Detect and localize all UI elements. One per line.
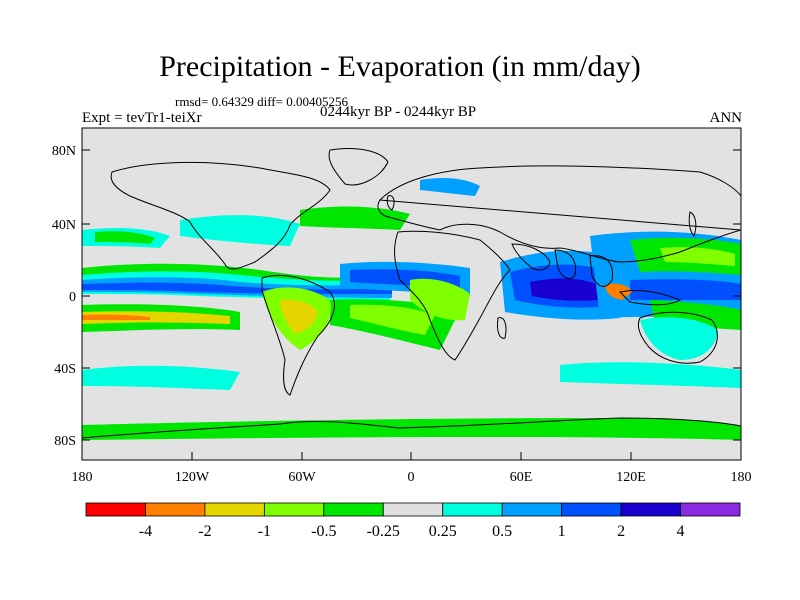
colorbar-label: 0.5 xyxy=(492,523,512,540)
lon-label: 60W xyxy=(288,470,316,485)
australia-dry xyxy=(640,317,718,360)
coast-greenland xyxy=(328,148,389,186)
lon-label: 180 xyxy=(731,470,752,485)
colorbar-swatch xyxy=(204,502,265,517)
southern-ocean-east xyxy=(560,362,741,388)
field-shading xyxy=(82,178,741,440)
colorbar-label: 0.25 xyxy=(429,523,457,540)
lon-label: 120W xyxy=(175,470,210,485)
lon-labels: 180 120W 60W 0 60E 120E 180 xyxy=(72,470,752,485)
colorbar-label: 1 xyxy=(558,523,566,540)
period-label: 0244kyr BP - 0244kyr BP xyxy=(320,104,477,120)
north-america-wet xyxy=(180,215,300,246)
lat-label: 40N xyxy=(52,218,76,233)
colorbar-swatch xyxy=(680,502,741,517)
lat-label: 40S xyxy=(54,362,76,377)
coast-antarctica xyxy=(82,417,741,439)
lat-label: 0 xyxy=(69,290,76,305)
experiment-label: Expt = tevTr1-teiXr xyxy=(82,110,202,126)
colorbar-label: -0.25 xyxy=(367,523,400,540)
maritime-dry-patch xyxy=(605,283,632,300)
colorbar-label: -1 xyxy=(258,523,271,540)
coastlines xyxy=(82,148,741,439)
arctic-patch xyxy=(420,178,480,196)
colorbar-swatch xyxy=(263,502,325,517)
lat-label: 80N xyxy=(52,144,76,159)
colorbar-label: -4 xyxy=(139,523,152,540)
colorbar-labels: -4 -2 -1 -0.5 -0.25 0.25 0.5 1 2 4 xyxy=(139,523,685,540)
south-america-core xyxy=(280,299,318,334)
stats-label: rmsd= 0.64329 diff= 0.00405256 xyxy=(175,94,348,109)
coast-se-asia xyxy=(589,255,682,306)
lon-label: 120E xyxy=(616,470,646,485)
band-itcz-darkblue xyxy=(82,282,392,294)
season-label: ANN xyxy=(709,110,743,126)
south-atlantic-core xyxy=(350,304,435,335)
colorbar-swatch xyxy=(382,502,444,517)
colorbar-swatch xyxy=(501,502,563,517)
colorbar-label: 4 xyxy=(677,523,685,540)
lon-label: 0 xyxy=(408,470,415,485)
colorbar xyxy=(85,502,741,517)
colorbar-label: -0.5 xyxy=(311,523,336,540)
north-pacific-green xyxy=(95,231,155,244)
lat-labels: 80N 40N 0 40S 80S xyxy=(52,144,76,449)
lat-axis xyxy=(82,149,741,441)
coast-madagascar xyxy=(497,317,507,339)
coast-japan xyxy=(688,211,697,237)
colorbar-swatch xyxy=(561,502,622,517)
coast-africa xyxy=(394,230,511,361)
lon-label: 180 xyxy=(72,470,93,485)
southern-ocean-west xyxy=(82,365,240,390)
coast-australia xyxy=(637,311,718,364)
coast-south-america xyxy=(261,274,335,396)
colorbar-label: 2 xyxy=(617,523,625,540)
band-south-pacific-yellow xyxy=(82,311,230,324)
colorbar-swatch xyxy=(145,502,206,517)
colorbar-swatch xyxy=(620,502,681,517)
colorbar-swatch xyxy=(442,502,503,517)
lat-label: 80S xyxy=(54,434,76,449)
band-south-pacific-orange xyxy=(82,314,150,320)
colorbar-label: -2 xyxy=(198,523,211,540)
lon-label: 60E xyxy=(510,470,533,485)
antarctic-green xyxy=(82,418,741,440)
coast-arabia-india xyxy=(511,243,577,279)
indian-ocean-deep xyxy=(530,278,600,301)
colorbar-swatch xyxy=(323,502,384,517)
north-atlantic-dry xyxy=(300,206,410,230)
coast-north-america xyxy=(110,161,331,270)
plot-title: Precipitation - Evaporation (in mm/day) xyxy=(159,50,641,83)
coast-eurasia xyxy=(377,165,741,263)
africa-wet xyxy=(410,278,470,321)
coast-uk xyxy=(386,195,395,211)
lon-axis xyxy=(81,452,742,460)
equatorial-pacific-core xyxy=(630,279,741,300)
colorbar-swatch xyxy=(85,502,146,517)
